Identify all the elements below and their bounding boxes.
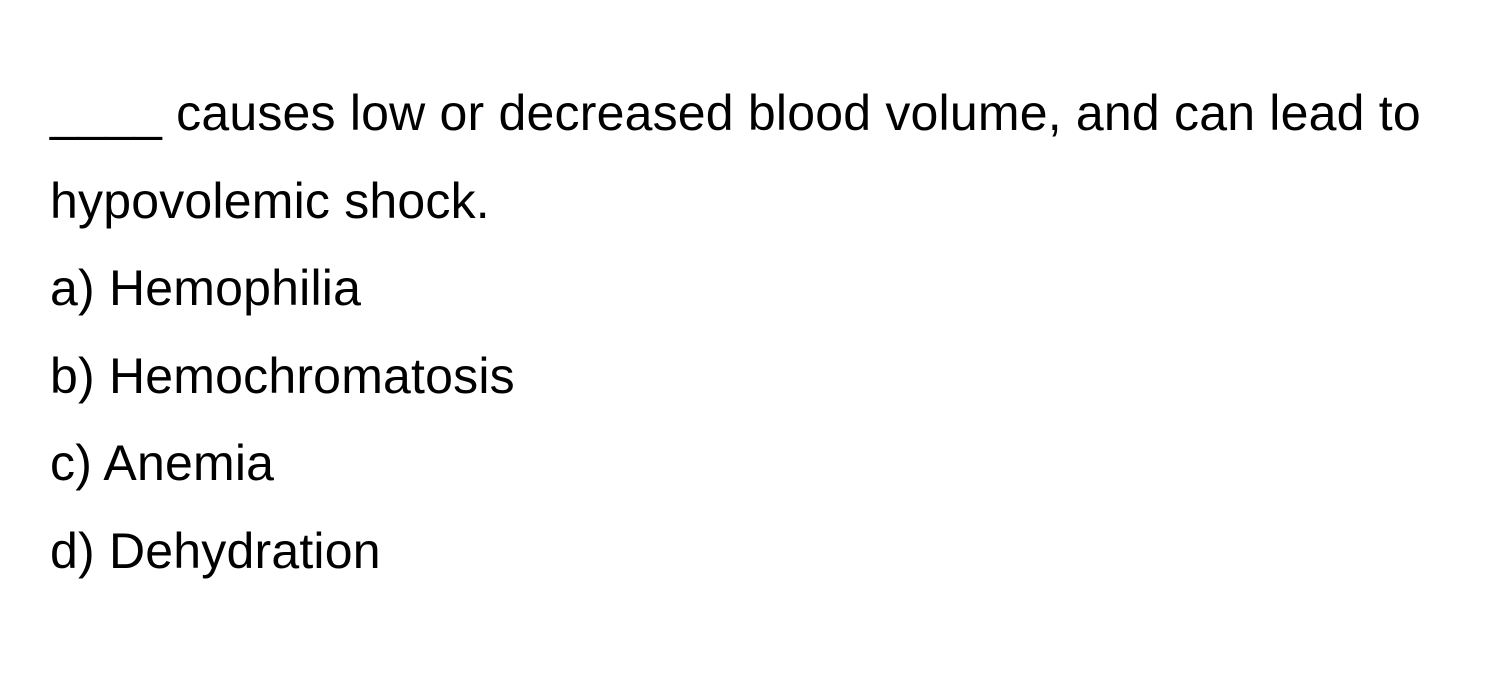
option-d-text: Dehydration: [109, 523, 381, 579]
option-d-label: d): [50, 523, 95, 579]
options-list: a) Hemophilia b) Hemochromatosis c) Anem…: [50, 245, 1450, 595]
option-b-label: b): [50, 348, 95, 404]
option-c-text: Anemia: [103, 435, 274, 491]
question-stem: ____ causes low or decreased blood volum…: [50, 70, 1450, 245]
option-b-text: Hemochromatosis: [109, 348, 515, 404]
option-a-text: Hemophilia: [109, 260, 361, 316]
option-c: c) Anemia: [50, 420, 1450, 508]
option-a: a) Hemophilia: [50, 245, 1450, 333]
option-c-label: c): [50, 435, 92, 491]
option-d: d) Dehydration: [50, 508, 1450, 596]
question-block: ____ causes low or decreased blood volum…: [0, 0, 1500, 595]
option-a-label: a): [50, 260, 95, 316]
option-b: b) Hemochromatosis: [50, 333, 1450, 421]
